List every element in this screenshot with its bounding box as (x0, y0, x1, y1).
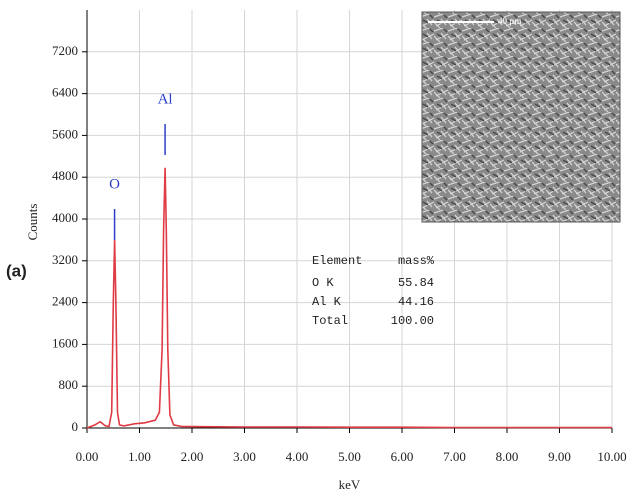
y-axis-label: Counts (25, 204, 40, 241)
y-tick-label: 6400 (52, 85, 78, 100)
y-tick-label: 4000 (52, 210, 78, 225)
x-tick-label: 6.00 (391, 449, 414, 464)
spectrum-line (86, 167, 612, 429)
x-tick-label: 5.00 (338, 449, 361, 464)
peak-label: Al (158, 91, 173, 107)
x-tick-label: 10.00 (597, 449, 626, 464)
y-tick-label: 5600 (52, 126, 78, 141)
panel-label: (a) (6, 261, 27, 280)
y-tick-label: 2400 (52, 294, 78, 309)
x-tick-label: 3.00 (233, 449, 256, 464)
scale-bar-label: 40 µm (498, 16, 521, 26)
y-tick-label: 800 (59, 377, 79, 392)
table-cell: 55.84 (398, 276, 434, 290)
table-cell: 44.16 (398, 295, 434, 309)
x-tick-label: 4.00 (286, 449, 309, 464)
peak-label: O (109, 176, 120, 192)
table-header: Element (312, 254, 362, 268)
y-tick-label: 0 (72, 419, 79, 434)
y-tick-label: 7200 (52, 43, 78, 58)
y-tick-label: 4800 (52, 168, 78, 183)
table-cell: Al K (312, 295, 342, 309)
x-tick-label: 8.00 (496, 449, 519, 464)
y-tick-label: 1600 (52, 335, 78, 350)
sem-image (421, 11, 621, 223)
table-cell: 100.00 (391, 314, 434, 328)
x-tick-label: 9.00 (548, 449, 571, 464)
table-header: mass% (398, 254, 435, 268)
table-cell: Total (312, 314, 348, 328)
x-tick-label: 2.00 (181, 449, 204, 464)
x-tick-label: 1.00 (128, 449, 151, 464)
x-tick-label: 0.00 (76, 449, 99, 464)
table-cell: O K (312, 276, 334, 290)
x-tick-label: 7.00 (443, 449, 466, 464)
x-axis-label: keV (339, 477, 361, 492)
y-tick-label: 3200 (52, 252, 78, 267)
